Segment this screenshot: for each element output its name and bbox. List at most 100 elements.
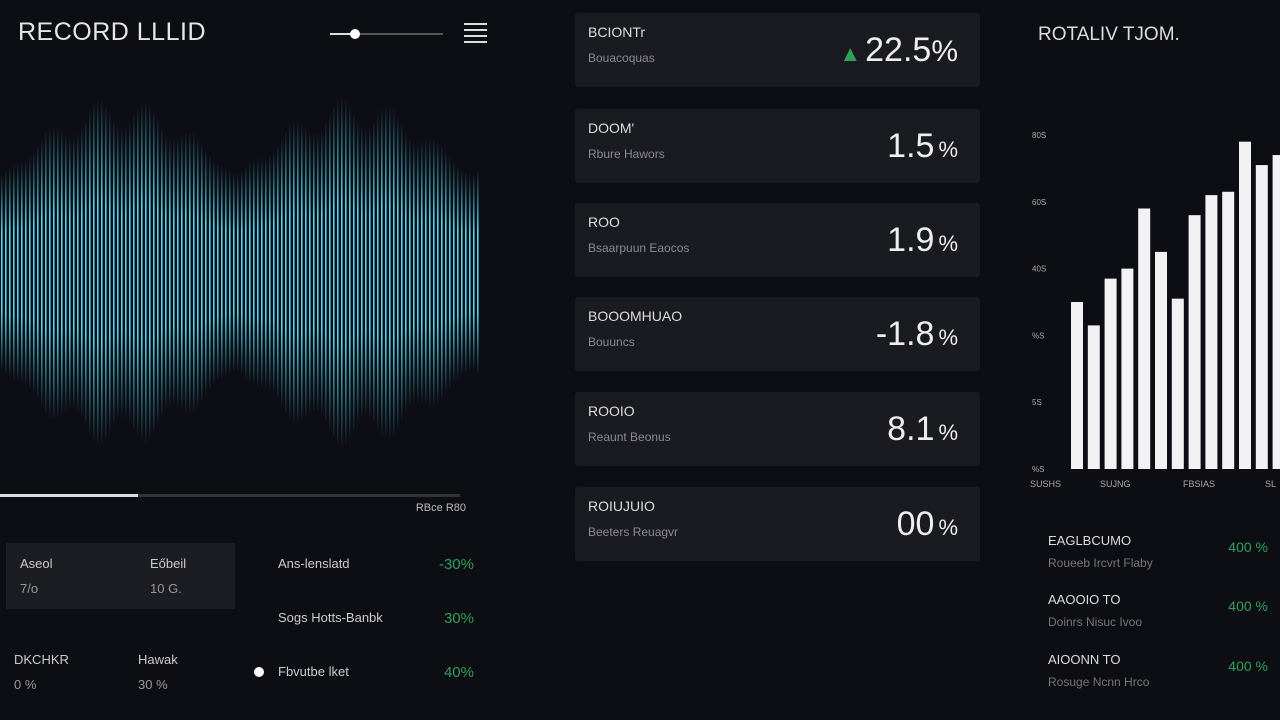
bar[interactable] — [1087, 325, 1100, 469]
audio-waveform — [1, 96, 479, 449]
waveform-line — [385, 103, 387, 442]
bar[interactable] — [1222, 191, 1235, 469]
list-item[interactable]: Ans-lenslatd -30% — [278, 556, 474, 573]
waveform-line — [133, 113, 135, 432]
y-tick-label: 5S — [1032, 398, 1042, 407]
waveform-line — [425, 138, 427, 407]
waveform-line — [241, 169, 243, 376]
waveform-line — [469, 173, 471, 372]
waveform-line — [445, 149, 447, 396]
waveform-line — [457, 165, 459, 380]
slider-knob[interactable] — [349, 29, 360, 39]
waveform-line — [357, 119, 359, 426]
waveform-line — [433, 137, 435, 408]
waveform-line — [397, 114, 399, 431]
bar[interactable] — [1272, 155, 1280, 469]
waveform-line — [209, 154, 211, 391]
list-item[interactable]: AIOONN TO Rosuge Ncnn Hrco 400 % — [1048, 652, 1268, 689]
waveform-line — [85, 117, 87, 428]
metric-card[interactable]: BOOOMHUAO Bouuncs -1.8% — [575, 297, 980, 371]
metric-card[interactable]: BCIONTr Bouacoquas ▲ 22.5% — [575, 13, 980, 87]
waveform-line — [237, 173, 239, 372]
metric-card[interactable]: ROIUJUIO Beeters Reuagvr 00% — [575, 487, 980, 561]
app-title: RECORD LLLID — [18, 18, 206, 46]
waveform-line — [69, 135, 71, 410]
waveform-line — [33, 150, 35, 395]
bar[interactable] — [1171, 298, 1184, 469]
waveform-line — [297, 119, 299, 426]
waveform-line — [369, 125, 371, 420]
waveform-line — [321, 128, 323, 417]
list-item[interactable]: Fbvutbe lket 40% — [254, 664, 474, 681]
waveform-line — [477, 169, 479, 376]
x-tick-label: SL — [1265, 479, 1276, 489]
bar[interactable] — [1104, 278, 1117, 469]
waveform-line — [333, 104, 335, 441]
metric-card[interactable]: DOOM' Rbure Hawors 1.5% — [575, 109, 980, 183]
bar[interactable] — [1121, 268, 1134, 469]
waveform-line — [417, 142, 419, 403]
waveform-line — [393, 107, 395, 438]
waveform-line — [41, 137, 43, 408]
x-tick-label: FBSIAS — [1183, 479, 1215, 489]
bar[interactable] — [1205, 195, 1218, 469]
waveform-line — [365, 127, 367, 418]
waveform-line — [45, 130, 47, 415]
bar[interactable] — [1188, 215, 1201, 469]
stat-item: DKCHKR 0 % — [14, 652, 69, 692]
waveform-line — [29, 155, 31, 390]
waveform-line — [277, 144, 279, 401]
bar[interactable] — [1255, 165, 1268, 469]
waveform-line — [197, 135, 199, 410]
trend-up-icon: ▲ — [839, 41, 862, 66]
waveform-line — [177, 137, 179, 408]
stat-item: Aseol 7/o — [20, 556, 53, 596]
waveform-line — [265, 156, 267, 389]
waveform-line — [1, 173, 3, 372]
y-tick-label: 60S — [1032, 198, 1046, 207]
waveform-line — [221, 165, 223, 380]
waveform-line — [165, 133, 167, 412]
waveform-line — [137, 106, 139, 439]
waveform-line — [81, 125, 83, 420]
playback-progress[interactable] — [0, 494, 460, 497]
waveform-line — [337, 98, 339, 447]
list-item[interactable]: EAGLBCUMO Roueeb Ircvrt Flaby 400 % — [1048, 533, 1268, 570]
waveform-line — [37, 144, 39, 401]
waveform-line — [145, 100, 147, 445]
bar[interactable] — [1155, 251, 1167, 469]
waveform-line — [453, 161, 455, 384]
menu-icon[interactable] — [464, 23, 487, 43]
waveform-line — [281, 136, 283, 409]
waveform-line — [413, 141, 415, 404]
list-item[interactable]: Sogs Hotts-Banbk 30% — [278, 610, 474, 627]
waveform-line — [305, 125, 307, 420]
waveform-line — [389, 103, 391, 442]
waveform-line — [301, 121, 303, 424]
waveform-line — [21, 161, 23, 384]
waveform-line — [233, 172, 235, 373]
waveform-line — [229, 169, 231, 376]
waveform-line — [361, 125, 363, 420]
metric-card[interactable]: ROOIO Reaunt Beonus 8.1% — [575, 392, 980, 466]
waveform-line — [157, 117, 159, 428]
x-tick-label: SUJNG — [1100, 479, 1131, 489]
bar[interactable] — [1239, 141, 1251, 469]
bar[interactable] — [1071, 302, 1083, 469]
waveform-line — [249, 161, 251, 384]
waveform-line — [217, 162, 219, 383]
waveform-line — [101, 98, 103, 447]
waveform-line — [173, 138, 175, 407]
waveform-line — [193, 132, 195, 413]
y-tick-label: 80S — [1032, 131, 1046, 140]
metric-card[interactable]: ROO Bsaarpuun Eaocos 1.9% — [575, 203, 980, 277]
waveform-line — [181, 134, 183, 411]
list-item[interactable]: AAOOIO TO Doinrs Nisuc Ivoo 400 % — [1048, 592, 1268, 629]
waveform-line — [261, 157, 263, 388]
waveform-line — [257, 157, 259, 388]
waveform-line — [225, 167, 227, 378]
bar[interactable] — [1138, 208, 1151, 469]
volume-slider[interactable] — [330, 26, 443, 42]
waveform-line — [205, 148, 207, 397]
waveform-line — [9, 166, 11, 379]
